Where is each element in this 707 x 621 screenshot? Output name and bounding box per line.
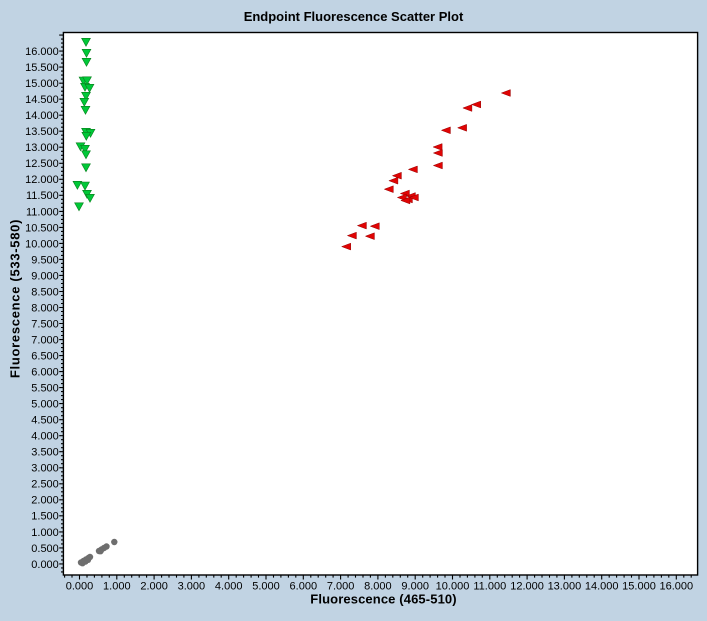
svg-text:8.000: 8.000 (31, 302, 59, 314)
svg-text:0.000: 0.000 (66, 581, 94, 593)
svg-text:11.000: 11.000 (26, 206, 59, 218)
svg-text:15.500: 15.500 (25, 62, 59, 74)
svg-text:Fluorescence (533-580): Fluorescence (533-580) (8, 219, 23, 378)
svg-text:3.000: 3.000 (178, 581, 206, 593)
svg-text:9.500: 9.500 (31, 254, 59, 266)
svg-text:1.000: 1.000 (103, 581, 131, 593)
svg-text:8.500: 8.500 (31, 286, 59, 298)
svg-text:7.500: 7.500 (31, 318, 59, 330)
svg-text:14.500: 14.500 (25, 94, 59, 106)
svg-text:0.500: 0.500 (31, 543, 59, 555)
svg-text:7.000: 7.000 (31, 334, 59, 346)
svg-text:12.500: 12.500 (25, 158, 59, 170)
svg-text:0.000: 0.000 (31, 559, 59, 571)
svg-text:6.500: 6.500 (31, 351, 59, 363)
svg-text:13.500: 13.500 (25, 126, 59, 138)
svg-text:13.000: 13.000 (25, 142, 59, 154)
svg-text:1.000: 1.000 (31, 527, 59, 539)
svg-text:9.000: 9.000 (401, 581, 429, 593)
svg-text:10.000: 10.000 (25, 238, 59, 250)
svg-text:10.500: 10.500 (25, 222, 59, 234)
svg-text:16.000: 16.000 (659, 581, 693, 593)
svg-text:11.500: 11.500 (26, 190, 59, 202)
svg-text:6.000: 6.000 (31, 367, 59, 379)
svg-text:6.000: 6.000 (290, 581, 318, 593)
svg-text:2.000: 2.000 (31, 495, 59, 507)
svg-text:12.000: 12.000 (510, 581, 544, 593)
svg-text:1.500: 1.500 (31, 511, 59, 523)
svg-text:10.000: 10.000 (436, 581, 470, 593)
svg-text:Endpoint Fluorescence Scatter: Endpoint Fluorescence Scatter Plot (244, 9, 464, 24)
svg-text:7.000: 7.000 (327, 581, 355, 593)
svg-text:2.000: 2.000 (140, 581, 168, 593)
svg-text:4.000: 4.000 (31, 431, 59, 443)
svg-text:Fluorescence (465-510): Fluorescence (465-510) (310, 592, 456, 607)
svg-text:9.000: 9.000 (31, 270, 59, 282)
svg-text:5.000: 5.000 (252, 581, 280, 593)
svg-text:16.000: 16.000 (25, 46, 59, 58)
svg-text:2.500: 2.500 (31, 479, 59, 491)
svg-text:14.000: 14.000 (25, 110, 59, 122)
svg-text:3.500: 3.500 (31, 447, 59, 459)
svg-text:13.000: 13.000 (548, 581, 582, 593)
svg-text:4.500: 4.500 (31, 415, 59, 427)
svg-text:8.000: 8.000 (364, 581, 392, 593)
svg-text:15.000: 15.000 (25, 78, 59, 90)
svg-text:11.000: 11.000 (473, 581, 506, 593)
svg-text:15.000: 15.000 (622, 581, 656, 593)
svg-text:3.000: 3.000 (31, 463, 59, 475)
svg-text:14.000: 14.000 (585, 581, 619, 593)
svg-text:5.500: 5.500 (31, 383, 59, 395)
svg-text:4.000: 4.000 (215, 581, 243, 593)
svg-text:12.000: 12.000 (25, 174, 59, 186)
svg-text:5.000: 5.000 (31, 399, 59, 411)
